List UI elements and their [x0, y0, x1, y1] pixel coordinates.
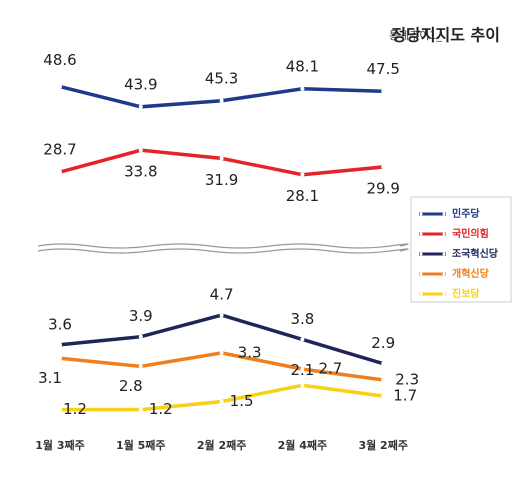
value-label: 31.9: [205, 171, 238, 189]
legend-dot: [419, 272, 423, 276]
legend-dot: [419, 292, 423, 296]
point: [219, 156, 224, 161]
value-label: 48.1: [286, 57, 319, 75]
value-label: 3.9: [129, 307, 153, 325]
value-label: 1.5: [230, 392, 254, 410]
point: [381, 89, 386, 94]
value-label: 2.3: [395, 370, 419, 388]
value-label: 1.2: [63, 400, 87, 418]
value-label: 3.1: [38, 369, 62, 387]
point: [58, 407, 62, 412]
value-label: 2.9: [371, 334, 395, 352]
point: [58, 170, 62, 175]
x-tick-label: 1월 3째주: [35, 438, 85, 452]
value-label: 28.1: [286, 187, 319, 205]
legend-label: 진보당: [452, 287, 480, 300]
legend-dot: [442, 232, 446, 236]
value-label: 48.6: [43, 51, 76, 69]
legend-label: 국민의힘: [452, 227, 489, 240]
point: [138, 104, 143, 109]
point: [219, 350, 224, 355]
title-prefix: 통계추이1_: [389, 29, 442, 42]
point: [300, 383, 305, 388]
point: [381, 394, 386, 399]
axis-break: [37, 248, 409, 254]
point: [219, 313, 224, 318]
x-tick-label: 1월 5째주: [116, 438, 166, 452]
legend-dot: [419, 252, 423, 256]
value-label: 3.8: [290, 310, 314, 328]
value-label: 1.7: [393, 387, 417, 405]
value-label: 28.7: [43, 141, 76, 159]
value-label: 45.3: [205, 69, 238, 87]
value-label: 29.9: [366, 179, 399, 197]
point: [300, 86, 305, 91]
legend-dot: [442, 292, 446, 296]
x-tick-label: 3월 2째주: [358, 438, 408, 452]
series-line: [59, 84, 384, 109]
value-label: 1.2: [149, 400, 173, 418]
legend-dot: [442, 272, 446, 276]
series-line: [59, 313, 384, 366]
legend-label: 개혁신당: [452, 267, 490, 280]
point: [138, 148, 143, 153]
point: [300, 337, 305, 342]
value-label: 2.7: [318, 360, 342, 378]
point: [300, 367, 305, 372]
point: [58, 356, 62, 361]
value-label: 4.7: [210, 286, 234, 304]
point: [219, 399, 224, 404]
point: [138, 407, 143, 412]
series-line: [60, 383, 384, 412]
point: [381, 361, 386, 366]
point: [138, 334, 143, 339]
point: [219, 98, 224, 103]
legend-label: 민주당: [452, 207, 480, 220]
point: [58, 84, 62, 89]
value-label: 3.6: [48, 315, 72, 333]
value-label: 3.3: [238, 343, 262, 361]
legend-label: 조국혁신당: [452, 247, 499, 260]
point: [300, 172, 305, 177]
value-label: 2.8: [119, 377, 143, 395]
x-tick-label: 2월 4째주: [278, 438, 328, 452]
axis-break: [37, 243, 409, 249]
legend-dot: [442, 252, 446, 256]
chart-title: 정당지지도 추이: [391, 26, 500, 45]
point: [58, 342, 62, 347]
value-label: 2.1: [290, 361, 314, 379]
legend-dot: [419, 212, 423, 216]
value-label: 43.9: [124, 75, 157, 93]
point: [138, 364, 143, 369]
legend-dot: [419, 232, 423, 236]
point: [381, 377, 386, 382]
x-tick-label: 2월 2째주: [197, 438, 247, 452]
point: [381, 164, 386, 169]
value-label: 47.5: [366, 60, 399, 78]
legend-dot: [442, 212, 446, 216]
value-label: 33.8: [124, 163, 157, 181]
